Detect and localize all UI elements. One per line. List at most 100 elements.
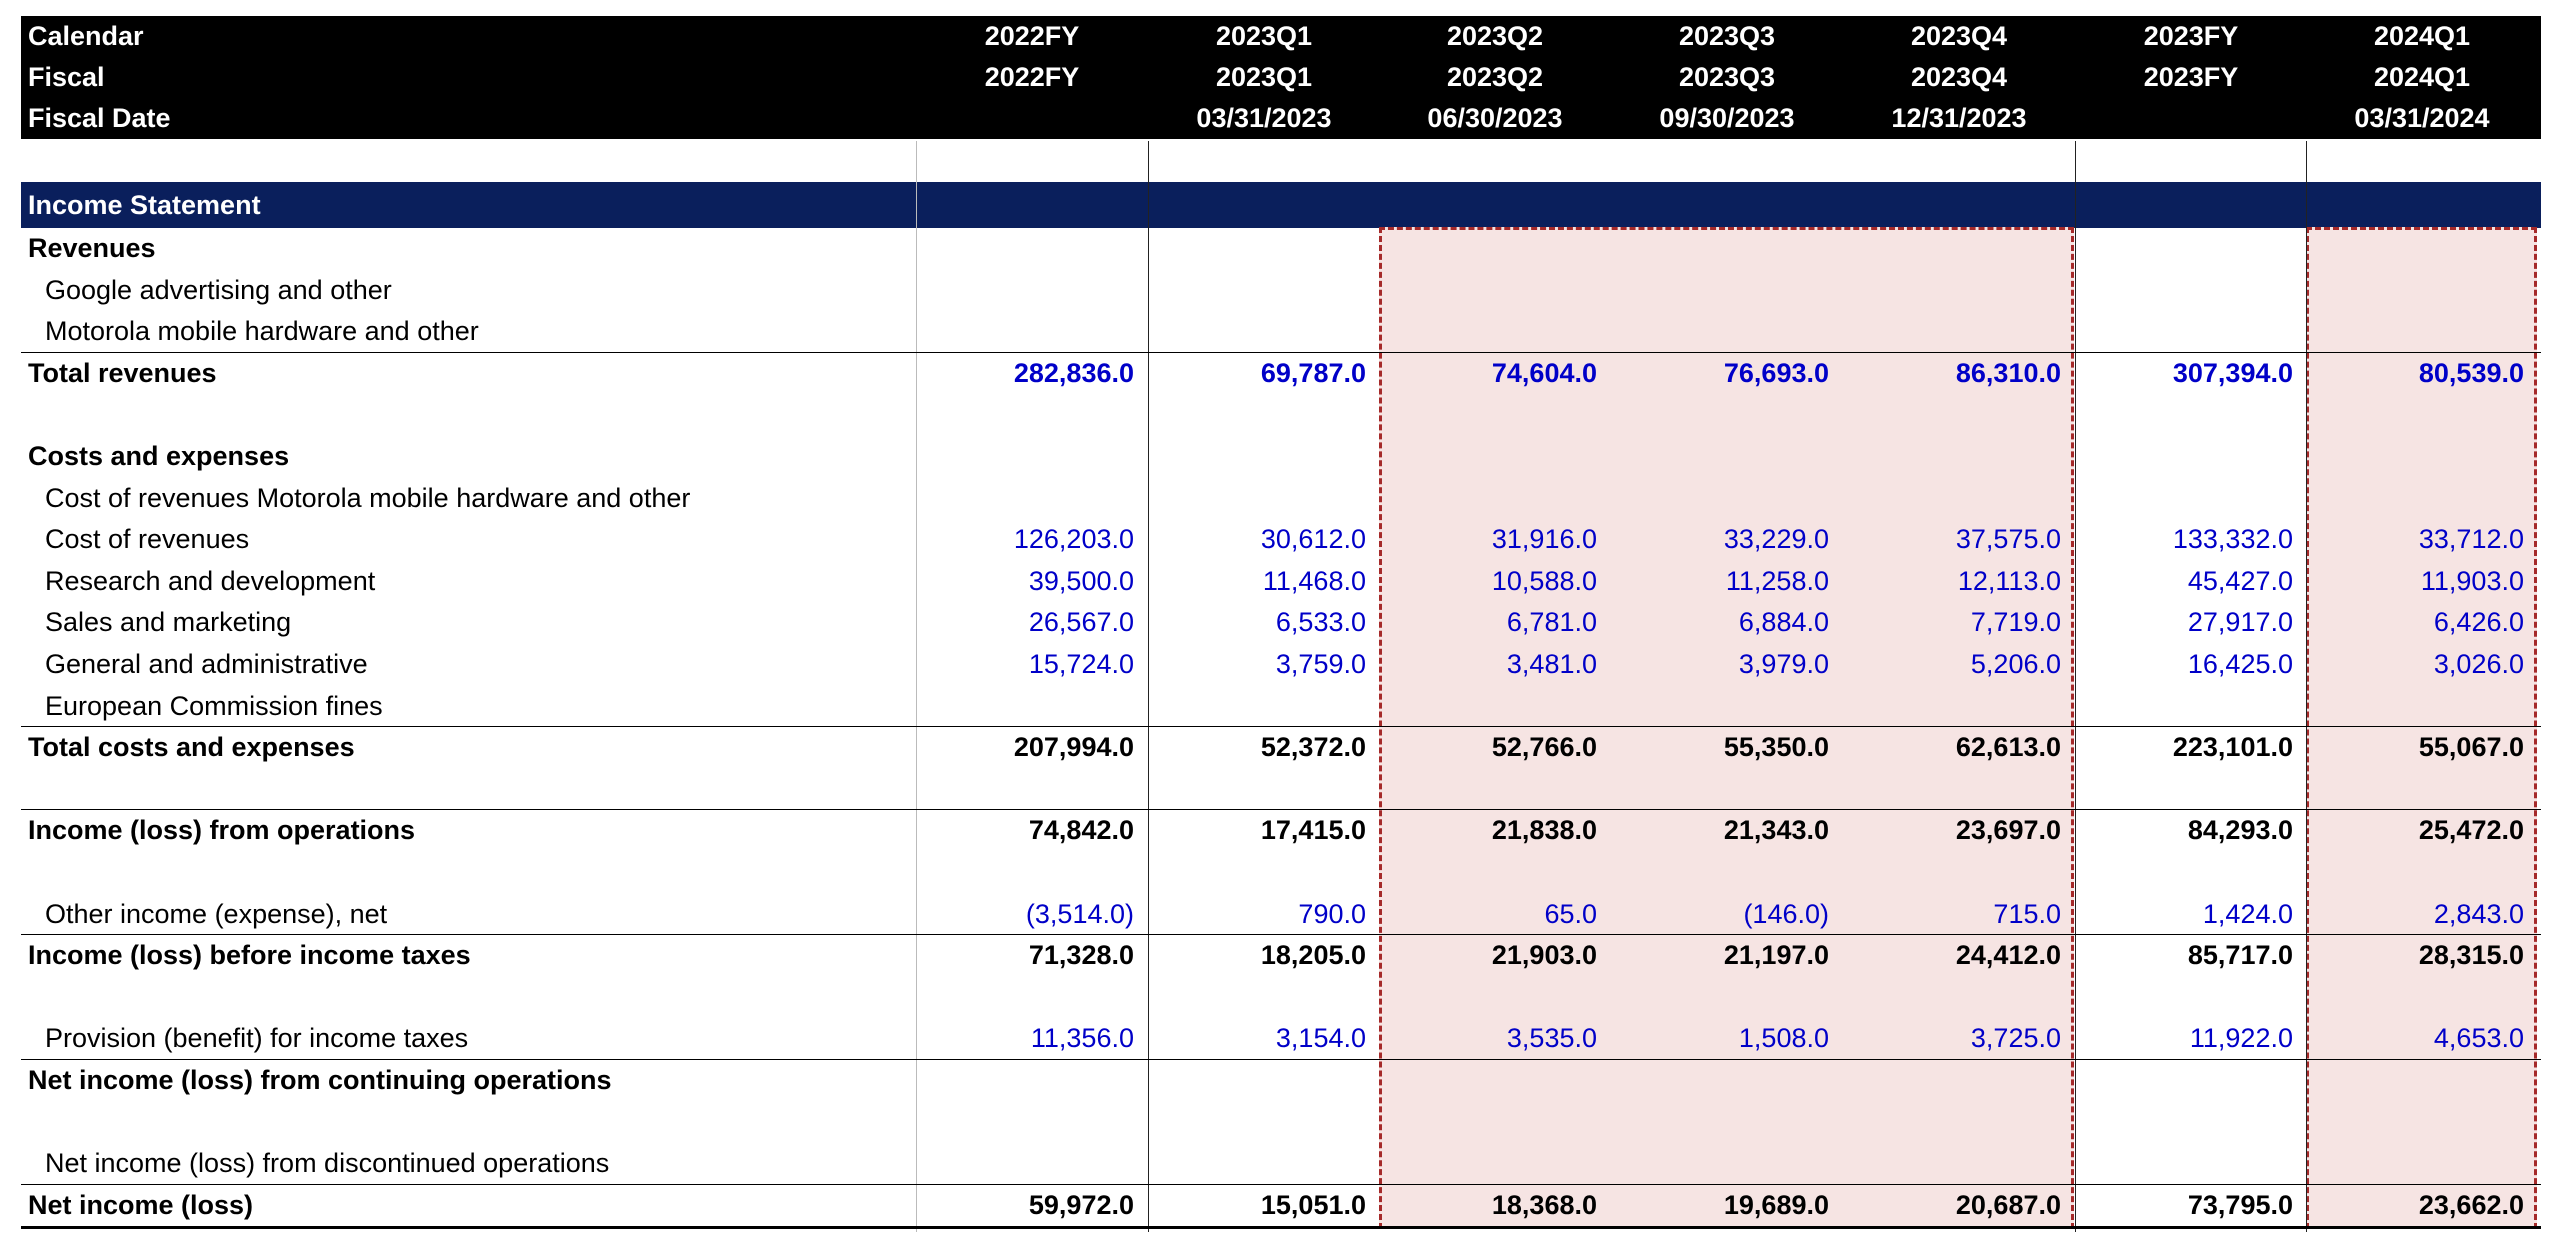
- column-divider: [2075, 141, 2076, 1233]
- table-row: General and administrative 15,724.0 3,759.…: [21, 644, 2541, 685]
- table-row: Costs and expenses: [21, 436, 2541, 477]
- header-row-label: Calendar: [28, 21, 144, 51]
- value-cell: 12,113.0: [1957, 565, 2061, 596]
- header-cell: 06/30/2023: [1427, 103, 1563, 133]
- header-cell: [916, 98, 1148, 139]
- row-label: Other income (expense), net: [45, 898, 388, 929]
- value-cell: 223,101.0: [2172, 732, 2293, 763]
- value-cell: 25,472.0: [2418, 815, 2524, 846]
- column-divider: [1148, 141, 1149, 1233]
- value-cell: 19,689.0: [1723, 1189, 1829, 1220]
- value-cell: 10,588.0: [1491, 565, 1597, 596]
- row-label: Net income (loss) from continuing operat…: [28, 1065, 612, 1095]
- row-label: Income (loss) before income taxes: [28, 940, 471, 971]
- row-label: General and administrative: [45, 649, 368, 679]
- header-row: Fiscal 2022FY 2023Q1 2023Q2 2023Q3 2023Q4 2023…: [21, 57, 2541, 98]
- header-row-label: Fiscal Date: [28, 103, 171, 133]
- value-cell: 6,781.0: [1506, 607, 1597, 638]
- row-label: Net income (loss) from discontinued oper…: [45, 1148, 610, 1179]
- table-row: Net income (loss) 59,972.0 15,051.0 18,368.…: [21, 1185, 2541, 1226]
- value-cell: 7,719.0: [1970, 607, 2061, 638]
- value-cell: 73,795.0: [2187, 1189, 2293, 1220]
- header-cell: 2023Q4: [1910, 21, 2008, 51]
- table-row: [21, 394, 2541, 435]
- value-cell: 5,206.0: [1970, 649, 2061, 679]
- value-cell: 133,332.0: [2172, 524, 2293, 555]
- header-cell: 2023Q1: [1215, 62, 1313, 92]
- value-cell: 11,903.0: [2420, 565, 2524, 596]
- value-cell: 17,415.0: [1260, 815, 1366, 846]
- value-cell: 28,315.0: [2418, 940, 2524, 971]
- header-cell: [2075, 98, 2307, 139]
- table-row: Net income (loss) from discontinued oper…: [21, 1143, 2541, 1184]
- value-cell: 86,310.0: [1955, 357, 2061, 388]
- value-cell: 80,539.0: [2418, 357, 2524, 388]
- row-label: Total costs and expenses: [28, 732, 355, 763]
- table-bottom-rule: [21, 1226, 2541, 1230]
- header-cell: 2024Q1: [2373, 62, 2471, 92]
- header-cell: 2023Q3: [1678, 21, 1776, 51]
- value-cell: 6,884.0: [1738, 607, 1829, 638]
- value-cell: 33,229.0: [1723, 524, 1829, 555]
- header-cell: 2022FY: [984, 21, 1080, 51]
- row-label: European Commission fines: [45, 690, 383, 721]
- value-cell: 3,154.0: [1275, 1023, 1366, 1054]
- value-cell: 3,979.0: [1738, 649, 1829, 679]
- table-row: Sales and marketing 26,567.0 6,533.0 6,781.…: [21, 602, 2541, 643]
- value-cell: 307,394.0: [2172, 357, 2293, 388]
- value-cell: 52,766.0: [1491, 732, 1597, 763]
- row-label: Motorola mobile hardware and other: [45, 316, 479, 347]
- value-cell: 21,903.0: [1491, 940, 1597, 971]
- row-label: Google advertising and other: [45, 274, 392, 305]
- row-rule: [21, 809, 2541, 811]
- table-row: Provision (benefit) for income taxes 11,3…: [21, 1018, 2541, 1059]
- header-cell: 2023Q2: [1446, 21, 1544, 51]
- value-cell: 84,293.0: [2187, 815, 2293, 846]
- header-cell: 09/30/2023: [1659, 103, 1795, 133]
- value-cell: 6,426.0: [2433, 607, 2524, 638]
- header-cell: 2023Q3: [1678, 62, 1776, 92]
- value-cell: 1,508.0: [1738, 1023, 1829, 1054]
- header-cell: 2023Q1: [1215, 21, 1313, 51]
- table-row: [21, 1102, 2541, 1143]
- value-cell: 33,712.0: [2418, 524, 2524, 555]
- table-row: [21, 852, 2541, 893]
- header-row: Calendar 2022FY 2023Q1 2023Q2 2023Q3 2023Q4 20…: [21, 16, 2541, 57]
- value-cell: 11,258.0: [1725, 565, 1829, 596]
- header-cell: 2022FY: [984, 62, 1080, 92]
- value-cell: (3,514.0): [1025, 898, 1134, 929]
- table-row: [21, 769, 2541, 810]
- value-cell: 74,842.0: [1028, 815, 1134, 846]
- value-cell: 3,725.0: [1970, 1023, 2061, 1054]
- row-label: Costs and expenses: [28, 441, 290, 471]
- value-cell: 59,972.0: [1028, 1189, 1134, 1220]
- value-cell: 71,328.0: [1028, 940, 1134, 971]
- row-label: Income (loss) from operations: [28, 815, 416, 846]
- row-rule: [21, 1059, 2541, 1060]
- table-row: Total costs and expenses 207,994.0 52,372.…: [21, 727, 2541, 768]
- value-cell: 20,687.0: [1955, 1189, 2061, 1220]
- value-cell: 21,343.0: [1723, 815, 1829, 846]
- table-row: Cost of revenues 126,203.0 30,612.0 31,916.…: [21, 519, 2541, 560]
- value-cell: 23,662.0: [2418, 1189, 2524, 1220]
- value-cell: 55,067.0: [2418, 732, 2524, 763]
- value-cell: 30,612.0: [1260, 524, 1366, 555]
- table-row: Net income (loss) from continuing operat…: [21, 1060, 2541, 1101]
- table-row: Cost of revenues Motorola mobile hardwar…: [21, 478, 2541, 519]
- value-cell: 55,350.0: [1723, 732, 1829, 763]
- value-cell: 37,575.0: [1955, 524, 2061, 555]
- value-cell: 15,724.0: [1028, 649, 1134, 679]
- header-cell: 2023Q4: [1910, 62, 2008, 92]
- value-cell: 3,535.0: [1506, 1023, 1597, 1054]
- value-cell: (146.0): [1743, 898, 1829, 929]
- row-label: Sales and marketing: [45, 607, 292, 638]
- row-rule: [21, 1183, 2541, 1185]
- value-cell: 23,697.0: [1955, 815, 2061, 846]
- value-cell: 6,533.0: [1275, 607, 1366, 638]
- row-rule: [21, 726, 2541, 728]
- value-cell: 18,205.0: [1260, 940, 1366, 971]
- row-label: Research and development: [45, 565, 376, 596]
- value-cell: 52,372.0: [1260, 732, 1366, 763]
- value-cell: 126,203.0: [1013, 524, 1134, 555]
- table-row: Research and development 39,500.0 11,468.0…: [21, 561, 2541, 602]
